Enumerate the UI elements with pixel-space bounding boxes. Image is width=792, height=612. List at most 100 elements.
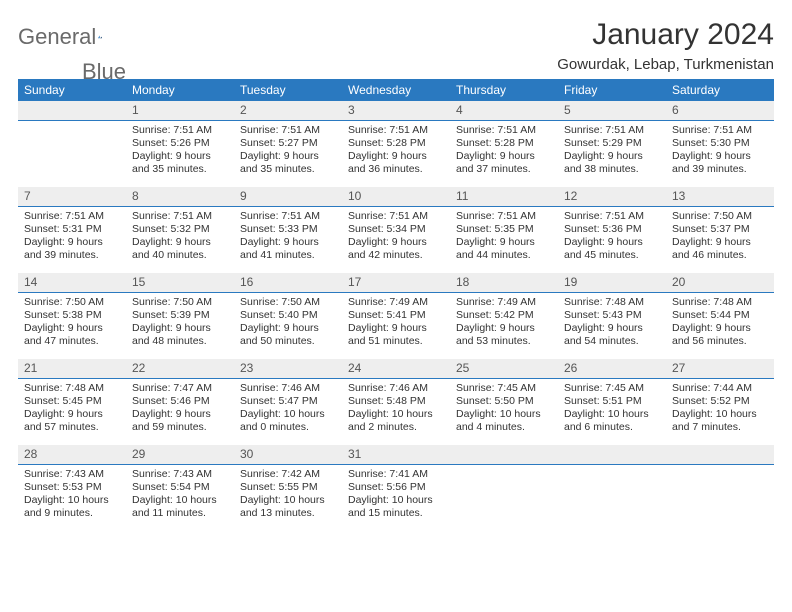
day-details: Sunrise: 7:45 AMSunset: 5:50 PMDaylight:…	[450, 379, 558, 439]
day-details	[558, 465, 666, 472]
sunset-text: Sunset: 5:56 PM	[348, 481, 444, 494]
calendar-cell-empty	[558, 445, 666, 531]
sunrise-text: Sunrise: 7:46 AM	[240, 382, 336, 395]
calendar-cell: 28Sunrise: 7:43 AMSunset: 5:53 PMDayligh…	[18, 445, 126, 531]
calendar-cell: 13Sunrise: 7:50 AMSunset: 5:37 PMDayligh…	[666, 187, 774, 273]
daylight-text: Daylight: 10 hours and 6 minutes.	[564, 408, 660, 434]
sunrise-text: Sunrise: 7:51 AM	[456, 124, 552, 137]
day-number: 11	[450, 187, 558, 207]
calendar-cell: 18Sunrise: 7:49 AMSunset: 5:42 PMDayligh…	[450, 273, 558, 359]
calendar-cell: 1Sunrise: 7:51 AMSunset: 5:26 PMDaylight…	[126, 101, 234, 187]
calendar-cell-empty	[450, 445, 558, 531]
calendar-body: 1Sunrise: 7:51 AMSunset: 5:26 PMDaylight…	[18, 101, 774, 531]
calendar-cell-empty	[666, 445, 774, 531]
day-number	[666, 445, 774, 465]
daylight-text: Daylight: 9 hours and 37 minutes.	[456, 150, 552, 176]
day-number: 20	[666, 273, 774, 293]
sunrise-text: Sunrise: 7:51 AM	[348, 210, 444, 223]
day-details	[18, 121, 126, 128]
calendar-cell: 7Sunrise: 7:51 AMSunset: 5:31 PMDaylight…	[18, 187, 126, 273]
daylight-text: Daylight: 9 hours and 59 minutes.	[132, 408, 228, 434]
calendar-header-row: SundayMondayTuesdayWednesdayThursdayFrid…	[18, 79, 774, 101]
day-number	[450, 445, 558, 465]
day-number: 23	[234, 359, 342, 379]
calendar-week-row: 7Sunrise: 7:51 AMSunset: 5:31 PMDaylight…	[18, 187, 774, 273]
sunset-text: Sunset: 5:38 PM	[24, 309, 120, 322]
sunrise-text: Sunrise: 7:51 AM	[132, 210, 228, 223]
sunrise-text: Sunrise: 7:41 AM	[348, 468, 444, 481]
sunset-text: Sunset: 5:46 PM	[132, 395, 228, 408]
day-number: 22	[126, 359, 234, 379]
day-number: 17	[342, 273, 450, 293]
day-details: Sunrise: 7:51 AMSunset: 5:27 PMDaylight:…	[234, 121, 342, 181]
day-details: Sunrise: 7:46 AMSunset: 5:47 PMDaylight:…	[234, 379, 342, 439]
weekday-header: Tuesday	[234, 79, 342, 101]
calendar-cell: 21Sunrise: 7:48 AMSunset: 5:45 PMDayligh…	[18, 359, 126, 445]
daylight-text: Daylight: 9 hours and 36 minutes.	[348, 150, 444, 176]
day-number: 21	[18, 359, 126, 379]
page-header: General January 2024 Gowurdak, Lebap, Tu…	[18, 18, 774, 73]
day-details: Sunrise: 7:47 AMSunset: 5:46 PMDaylight:…	[126, 379, 234, 439]
sunrise-text: Sunrise: 7:51 AM	[672, 124, 768, 137]
sunset-text: Sunset: 5:33 PM	[240, 223, 336, 236]
daylight-text: Daylight: 9 hours and 48 minutes.	[132, 322, 228, 348]
sunrise-text: Sunrise: 7:45 AM	[456, 382, 552, 395]
day-number: 24	[342, 359, 450, 379]
calendar-table: SundayMondayTuesdayWednesdayThursdayFrid…	[18, 79, 774, 531]
day-number: 12	[558, 187, 666, 207]
sunrise-text: Sunrise: 7:51 AM	[348, 124, 444, 137]
calendar-cell: 22Sunrise: 7:47 AMSunset: 5:46 PMDayligh…	[126, 359, 234, 445]
daylight-text: Daylight: 9 hours and 56 minutes.	[672, 322, 768, 348]
calendar-cell: 31Sunrise: 7:41 AMSunset: 5:56 PMDayligh…	[342, 445, 450, 531]
day-details: Sunrise: 7:51 AMSunset: 5:30 PMDaylight:…	[666, 121, 774, 181]
sunset-text: Sunset: 5:34 PM	[348, 223, 444, 236]
sunrise-text: Sunrise: 7:50 AM	[132, 296, 228, 309]
daylight-text: Daylight: 10 hours and 11 minutes.	[132, 494, 228, 520]
sunrise-text: Sunrise: 7:50 AM	[24, 296, 120, 309]
sunrise-text: Sunrise: 7:43 AM	[24, 468, 120, 481]
calendar-cell: 17Sunrise: 7:49 AMSunset: 5:41 PMDayligh…	[342, 273, 450, 359]
calendar-cell: 3Sunrise: 7:51 AMSunset: 5:28 PMDaylight…	[342, 101, 450, 187]
day-number: 10	[342, 187, 450, 207]
daylight-text: Daylight: 9 hours and 39 minutes.	[24, 236, 120, 262]
sunset-text: Sunset: 5:52 PM	[672, 395, 768, 408]
day-details: Sunrise: 7:41 AMSunset: 5:56 PMDaylight:…	[342, 465, 450, 525]
daylight-text: Daylight: 9 hours and 57 minutes.	[24, 408, 120, 434]
day-number: 18	[450, 273, 558, 293]
day-number: 19	[558, 273, 666, 293]
day-number: 3	[342, 101, 450, 121]
sunrise-text: Sunrise: 7:46 AM	[348, 382, 444, 395]
sunset-text: Sunset: 5:28 PM	[348, 137, 444, 150]
sunrise-text: Sunrise: 7:51 AM	[564, 124, 660, 137]
brand-word1: General	[18, 24, 96, 50]
day-details: Sunrise: 7:51 AMSunset: 5:28 PMDaylight:…	[342, 121, 450, 181]
sunset-text: Sunset: 5:26 PM	[132, 137, 228, 150]
weekday-header: Monday	[126, 79, 234, 101]
daylight-text: Daylight: 9 hours and 41 minutes.	[240, 236, 336, 262]
calendar-week-row: 21Sunrise: 7:48 AMSunset: 5:45 PMDayligh…	[18, 359, 774, 445]
sunrise-text: Sunrise: 7:50 AM	[672, 210, 768, 223]
day-details: Sunrise: 7:51 AMSunset: 5:28 PMDaylight:…	[450, 121, 558, 181]
sunset-text: Sunset: 5:51 PM	[564, 395, 660, 408]
sunset-text: Sunset: 5:42 PM	[456, 309, 552, 322]
weekday-header: Friday	[558, 79, 666, 101]
day-details: Sunrise: 7:42 AMSunset: 5:55 PMDaylight:…	[234, 465, 342, 525]
day-number: 13	[666, 187, 774, 207]
sunset-text: Sunset: 5:30 PM	[672, 137, 768, 150]
weekday-header: Wednesday	[342, 79, 450, 101]
brand-logo: General	[18, 18, 122, 50]
sunset-text: Sunset: 5:54 PM	[132, 481, 228, 494]
sunrise-text: Sunrise: 7:49 AM	[348, 296, 444, 309]
day-details: Sunrise: 7:48 AMSunset: 5:44 PMDaylight:…	[666, 293, 774, 353]
day-number: 9	[234, 187, 342, 207]
sunrise-text: Sunrise: 7:44 AM	[672, 382, 768, 395]
daylight-text: Daylight: 9 hours and 39 minutes.	[672, 150, 768, 176]
day-number: 27	[666, 359, 774, 379]
calendar-week-row: 14Sunrise: 7:50 AMSunset: 5:38 PMDayligh…	[18, 273, 774, 359]
day-details: Sunrise: 7:43 AMSunset: 5:54 PMDaylight:…	[126, 465, 234, 525]
calendar-cell: 5Sunrise: 7:51 AMSunset: 5:29 PMDaylight…	[558, 101, 666, 187]
daylight-text: Daylight: 10 hours and 2 minutes.	[348, 408, 444, 434]
sunset-text: Sunset: 5:55 PM	[240, 481, 336, 494]
sunset-text: Sunset: 5:50 PM	[456, 395, 552, 408]
day-number: 5	[558, 101, 666, 121]
